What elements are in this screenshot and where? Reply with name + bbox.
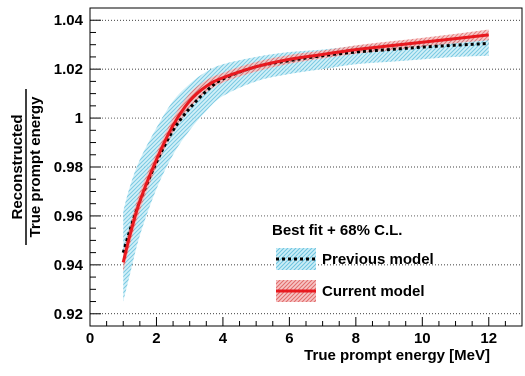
y-tick-label-2: 0.96 — [54, 208, 83, 225]
line-current-model — [121, 33, 489, 263]
y-tick-label-0: 0.92 — [54, 306, 83, 323]
y-axis-title-denominator: True prompt energy — [27, 96, 44, 238]
series-lines — [121, 33, 489, 263]
y-tick-label-1: 0.94 — [54, 257, 84, 274]
x-tick-label-2: 4 — [219, 330, 228, 347]
legend-title: Best fit + 68% C.L. — [272, 222, 402, 239]
x-axis-title: True prompt energy [MeV] — [304, 347, 490, 364]
x-tick-label-3: 6 — [285, 330, 293, 347]
x-tick-label-4: 8 — [352, 330, 360, 347]
x-tick-label-5: 10 — [414, 330, 431, 347]
legend-entry-previous-model: Previous model — [276, 248, 434, 270]
legend: Best fit + 68% C.L. Previous model Curre… — [272, 222, 434, 302]
y-tick-label-6: 1.04 — [54, 12, 84, 29]
legend-label-current-model: Current model — [322, 283, 425, 300]
legend-label-previous-model: Previous model — [322, 251, 434, 268]
y-axis-title: Reconstructed True prompt energy — [9, 89, 44, 245]
axis-ticks — [89, 7, 523, 327]
x-tick-label-6: 12 — [480, 330, 497, 347]
tick-labels: 0 2 4 6 8 10 12 0.92 0.94 0.96 0.98 1 1.02 1.04 — [54, 12, 497, 347]
x-tick-label-1: 2 — [152, 330, 160, 347]
legend-entry-current-model: Current model — [276, 280, 425, 302]
y-tick-label-3: 0.98 — [54, 159, 83, 176]
y-axis-title-numerator: Reconstructed — [9, 114, 26, 219]
y-tick-label-4: 1 — [75, 110, 83, 127]
y-tick-label-5: 1.02 — [54, 61, 83, 78]
x-tick-label-0: 0 — [86, 330, 94, 347]
